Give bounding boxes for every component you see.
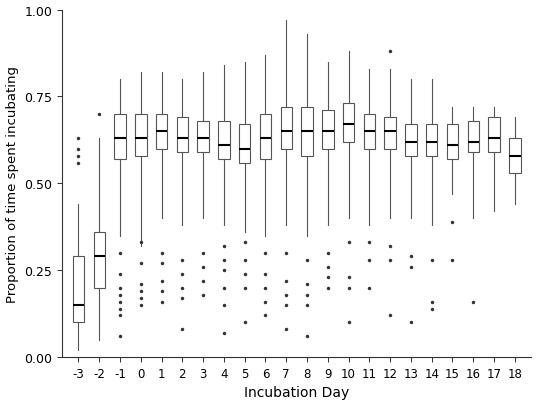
Bar bbox=[488, 118, 500, 153]
Bar bbox=[177, 118, 188, 153]
Bar bbox=[218, 122, 230, 160]
Bar bbox=[384, 118, 396, 149]
Bar bbox=[135, 115, 147, 156]
Bar bbox=[114, 115, 126, 160]
Bar bbox=[447, 125, 458, 160]
Bar bbox=[322, 111, 333, 149]
Bar bbox=[301, 108, 313, 156]
Bar bbox=[509, 139, 520, 173]
Bar bbox=[343, 104, 354, 142]
Bar bbox=[72, 257, 84, 323]
Bar bbox=[156, 115, 168, 149]
Y-axis label: Proportion of time spent incubating: Proportion of time spent incubating bbox=[5, 66, 19, 302]
Bar bbox=[364, 115, 375, 149]
Bar bbox=[93, 232, 105, 288]
Bar bbox=[260, 115, 271, 160]
Bar bbox=[198, 122, 209, 153]
Bar bbox=[280, 108, 292, 149]
Bar bbox=[405, 125, 417, 156]
Bar bbox=[426, 125, 438, 156]
Bar bbox=[239, 125, 250, 163]
Bar bbox=[468, 122, 479, 153]
X-axis label: Incubation Day: Incubation Day bbox=[244, 386, 349, 399]
